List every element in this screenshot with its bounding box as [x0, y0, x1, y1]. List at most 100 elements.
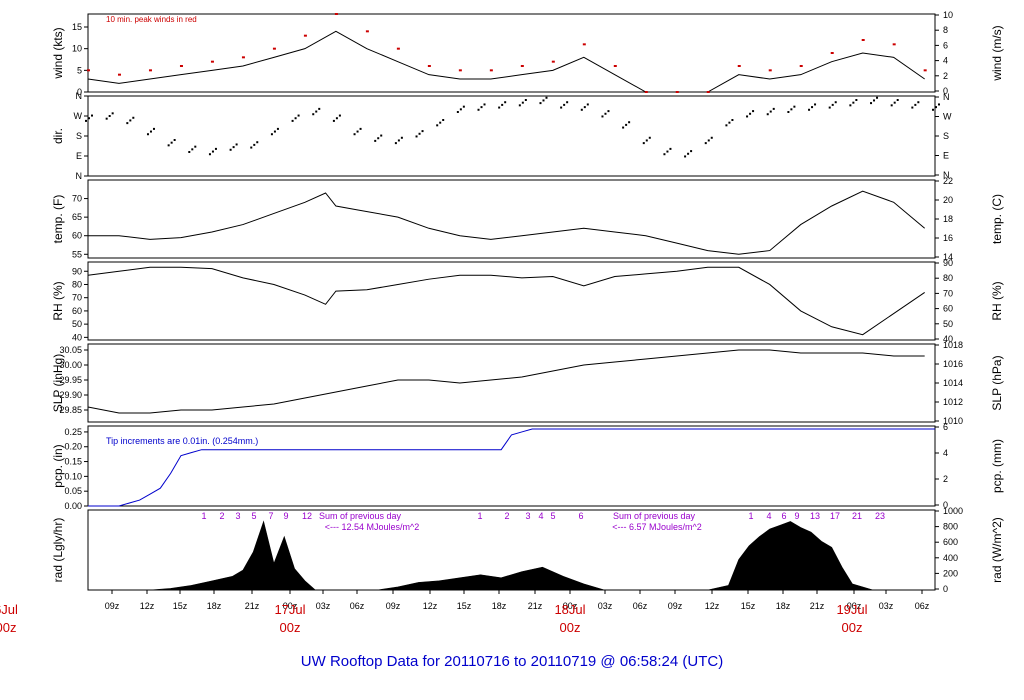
rad-hour-mark: 6	[578, 511, 583, 521]
slp-frame	[87, 343, 936, 423]
dir-point	[787, 111, 790, 113]
dir-ytick-right-label: E	[943, 151, 949, 161]
rad-ytick-right-label: 400	[943, 553, 958, 563]
peak-wind-mark	[644, 91, 648, 93]
rad-ylabel: rad (Lgly/hr)	[51, 518, 65, 583]
dir-point	[359, 127, 362, 130]
dir-point	[622, 126, 625, 129]
rh-ytick-right-label: 80	[943, 273, 953, 283]
dir-point	[297, 114, 300, 117]
peak-wind-mark	[241, 56, 245, 59]
wind-ytick-label: 15	[72, 22, 82, 32]
rad-annotation-value: <--- 12.54 MJoules/m^2	[325, 522, 420, 532]
x-tick-label: 21z	[528, 601, 543, 611]
pcp-ytick-label: 0.25	[64, 427, 82, 437]
x-tick-label: 09z	[105, 601, 120, 611]
dir-ytick-right-label: W	[943, 112, 952, 122]
dir-ytick-label: S	[76, 131, 82, 141]
x-tick-label: 15z	[173, 601, 188, 611]
dir-ytick-right-label: N	[943, 92, 950, 102]
peak-wind-mark	[551, 60, 555, 63]
dir-point	[545, 96, 548, 99]
dir-point	[462, 105, 465, 108]
dir-point	[91, 114, 93, 117]
x-tick-label: 00z	[283, 601, 298, 611]
peak-wind-mark	[706, 91, 710, 93]
dir-point	[893, 101, 896, 104]
dir-point	[642, 142, 645, 145]
temp-frame	[87, 179, 936, 259]
dir-point	[628, 121, 631, 124]
peak-wind-mark	[334, 13, 338, 15]
dir-point	[111, 112, 114, 115]
dir-point	[690, 150, 693, 153]
wind-ytick-right-label: 0	[943, 86, 948, 96]
peak-wind-mark	[830, 52, 834, 54]
wind-ytick-label: 0	[77, 87, 82, 97]
rh-ylabel: RH (%)	[51, 281, 65, 320]
wind-ytick-right-label: 6	[943, 40, 948, 50]
dir-point	[232, 146, 235, 149]
dir-point	[459, 108, 462, 111]
dir-point	[85, 119, 87, 122]
dir-point	[828, 106, 831, 109]
x-tick-label: 06z	[915, 601, 930, 611]
dir-point	[291, 119, 294, 122]
dir-point	[167, 144, 170, 147]
dir-point	[625, 123, 628, 126]
date-label-day: 17Jul	[274, 602, 305, 617]
rad-ytick-right-label: 0	[943, 584, 948, 594]
temp-ytick-label: 60	[72, 231, 82, 241]
x-tick-label: 06z	[350, 601, 365, 611]
dir-point	[194, 145, 197, 148]
dir-point	[935, 106, 937, 109]
dir-point	[769, 110, 772, 113]
dir-point	[852, 101, 855, 104]
peak-wind-mark	[768, 69, 772, 72]
rh-ylabel-right: RH (%)	[990, 281, 1004, 320]
dir-point	[214, 147, 217, 150]
x-tick-label: 21z	[810, 601, 825, 611]
dir-frame	[87, 95, 936, 177]
dir-point	[687, 152, 690, 155]
rad-hour-mark: 1	[748, 511, 753, 521]
pcp-ylabel-right: pcp. (mm)	[990, 439, 1004, 493]
wind-frame	[87, 13, 936, 93]
dir-point	[834, 101, 837, 104]
dir-point	[684, 155, 687, 158]
dir-point	[663, 153, 666, 156]
peak-wind-mark	[117, 73, 121, 76]
pcp-ytick-right-label: 2	[943, 474, 948, 484]
dir-point	[152, 127, 155, 130]
pcp-annotation: Tip increments are 0.01in. (0.254mm.)	[106, 436, 258, 446]
pcp-ytick-right-label: 4	[943, 448, 948, 458]
temp-panel: temp. (F) temp. (C) 55 60 65 70 14 16 18 20 22	[51, 176, 1004, 262]
dir-point	[456, 111, 459, 113]
pcp-ytick-right-label: 6	[943, 422, 948, 432]
rad-hour-mark: 2	[219, 511, 224, 521]
slp-panel: SLP (inHg) SLP (hPa) 29.85 29.90 29.95 30.00 3…	[51, 340, 1004, 426]
x-tick-label: 21z	[245, 601, 260, 611]
dir-point	[477, 108, 480, 111]
rad-hour-mark: 7	[268, 511, 273, 521]
dir-point	[890, 104, 893, 107]
wind-ytick-right-label: 8	[943, 25, 948, 35]
x-tick-label: 09z	[668, 601, 683, 611]
dir-point	[338, 114, 341, 117]
peak-wind-mark	[923, 69, 927, 72]
dir-point	[707, 139, 710, 142]
dir-point	[749, 112, 752, 115]
dir-point	[498, 106, 501, 109]
dir-point	[442, 119, 445, 121]
dir-point	[415, 135, 418, 138]
rh-ytick-right-label: 90	[943, 258, 953, 268]
dir-point	[129, 119, 132, 122]
wind-ytick-right-label: 2	[943, 71, 948, 81]
dir-point	[211, 150, 214, 153]
dir-point	[250, 146, 253, 149]
dir-point	[377, 137, 380, 140]
x-tick-label: 18z	[492, 601, 507, 611]
dir-point	[542, 99, 545, 102]
dir-point	[335, 117, 338, 120]
